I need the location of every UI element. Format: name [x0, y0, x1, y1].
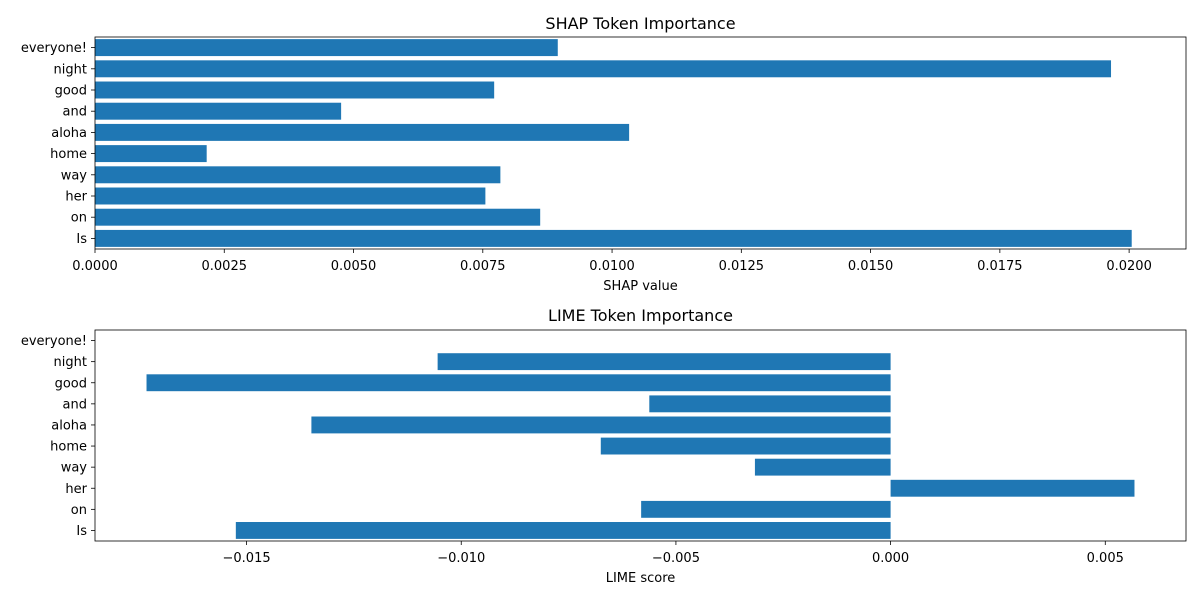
lime-y-tick-label: on: [71, 503, 87, 518]
lime-bar: [641, 500, 891, 518]
shap-bar: [95, 187, 486, 205]
lime-bar: [437, 353, 891, 371]
shap-x-tick-label: 0.0000: [72, 259, 118, 274]
lime-y-tick-label: and: [63, 397, 87, 412]
lime-x-tick-label: 0.005: [1087, 551, 1124, 566]
shap-bar: [95, 81, 495, 99]
lime-x-tick-label: −0.005: [652, 551, 700, 566]
shap-x-tick-label: 0.0125: [719, 259, 765, 274]
lime-y-tick-label: night: [54, 355, 87, 370]
lime-x-tick-label: −0.015: [223, 551, 271, 566]
shap-bar: [95, 60, 1112, 78]
shap-bar: [95, 166, 501, 184]
shap-y-tick-label: home: [50, 147, 87, 162]
shap-y-tick-label: good: [55, 84, 87, 99]
lime-y-tick-label: way: [61, 461, 88, 476]
shap-y-tick-label: Is: [76, 232, 87, 247]
lime-bar: [649, 395, 891, 413]
shap-axes-frame: [94, 36, 1187, 250]
shap-x-tick-label: 0.0050: [331, 259, 377, 274]
shap-chart-title: SHAP Token Importance: [545, 14, 735, 33]
lime-bar: [311, 416, 891, 434]
shap-y-tick-label: aloha: [51, 126, 87, 141]
lime-axes-frame: [94, 329, 1187, 542]
shap-bar: [95, 229, 1132, 247]
shap-x-tick-label: 0.0100: [589, 259, 635, 274]
shap-y-tick-label: way: [61, 168, 88, 183]
shap-x-tick-label: 0.0150: [848, 259, 894, 274]
shap-bar: [95, 123, 630, 141]
shap-y-tick-label: on: [71, 211, 87, 226]
lime-y-tick-label: everyone!: [21, 334, 87, 349]
shap-y-tick-label: her: [65, 190, 87, 205]
lime-x-tick-label: −0.010: [437, 551, 485, 566]
lime-x-tick-label: 0.000: [872, 551, 909, 566]
lime-bar: [890, 479, 1135, 497]
shap-bar: [95, 208, 541, 226]
lime-bar: [235, 522, 891, 539]
lime-bar: [146, 374, 891, 392]
lime-y-tick-label: good: [55, 376, 87, 391]
lime-x-axis-label: LIME score: [606, 571, 676, 586]
lime-bar: [600, 437, 891, 455]
shap-bar: [95, 145, 207, 163]
lime-chart-panel: LIME Token Importance everyone! night good a…: [21, 306, 1187, 586]
lime-y-tick-label: home: [50, 440, 87, 455]
shap-bar: [95, 102, 342, 120]
lime-y-tick-label: aloha: [51, 418, 87, 433]
shap-x-tick-label: 0.0025: [202, 259, 248, 274]
shap-y-tick-label: night: [54, 62, 87, 77]
shap-x-axis-label: SHAP value: [603, 279, 677, 294]
shap-y-tick-label: everyone!: [21, 41, 87, 56]
lime-chart-title: LIME Token Importance: [548, 306, 733, 325]
shap-chart-panel: SHAP Token Importance everyone! night good a…: [21, 14, 1187, 294]
shap-bar: [95, 39, 558, 57]
shap-x-tick-label: 0.0175: [977, 259, 1023, 274]
shap-x-tick-label: 0.0200: [1106, 259, 1152, 274]
lime-bar: [754, 458, 891, 476]
shap-y-tick-label: and: [63, 105, 87, 120]
shap-x-tick-label: 0.0075: [460, 259, 506, 274]
lime-y-tick-label: Is: [76, 524, 87, 539]
lime-y-tick-label: her: [65, 482, 87, 497]
